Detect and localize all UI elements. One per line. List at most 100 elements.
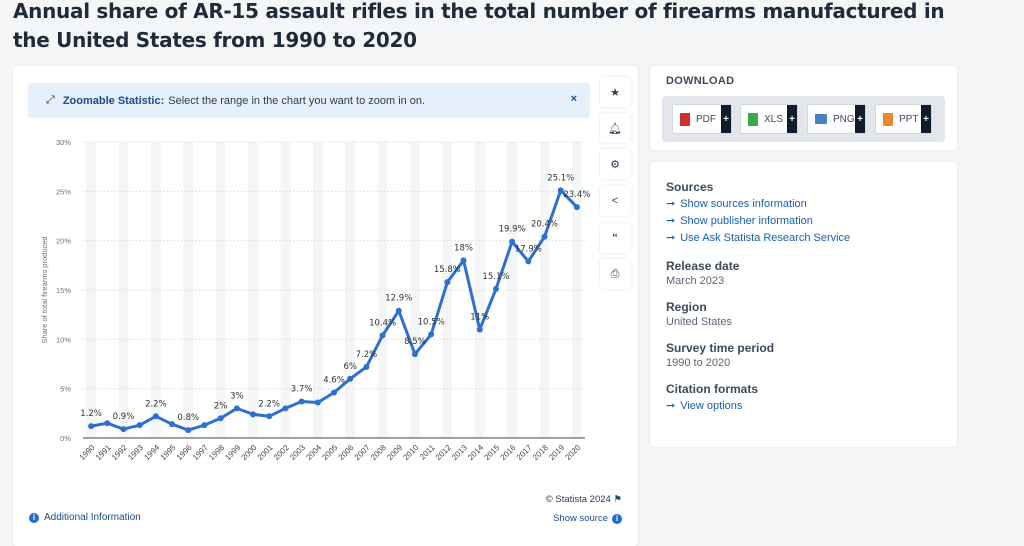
- additional-info-link[interactable]: i Additional Information: [29, 512, 141, 523]
- column-band: [507, 142, 517, 438]
- data-point: [492, 286, 499, 293]
- region-value: United States: [666, 316, 733, 328]
- arrow-right-icon: ➞: [666, 232, 676, 244]
- plus-icon[interactable]: +: [921, 105, 931, 133]
- x-tick-label: 2017: [515, 443, 534, 462]
- x-tick-label: 2007: [353, 443, 372, 462]
- view-options-link[interactable]: ➞ View options: [666, 398, 941, 415]
- data-point: [266, 413, 273, 420]
- x-tick-label: 1999: [223, 443, 242, 462]
- settings-button[interactable]: ⚙: [600, 149, 630, 179]
- favorite-button[interactable]: ★: [600, 77, 630, 107]
- show-sources-link[interactable]: ➞ Show sources information: [666, 196, 941, 213]
- x-tick-label: 1991: [94, 443, 113, 462]
- show-publisher-link[interactable]: ➞ Show publisher information: [666, 213, 941, 230]
- pdf-label: PDF: [696, 113, 716, 125]
- arrow-right-icon: ➞: [666, 215, 676, 227]
- data-label: 2.2%: [258, 399, 280, 409]
- line-chart[interactable]: 0% 5% 10% 15% 20% 25% 30% Share of total firear…: [13, 66, 638, 506]
- x-tick-label: 1992: [110, 443, 129, 462]
- research-service-link[interactable]: ➞ Use Ask Statista Research Service: [666, 230, 941, 247]
- data-point: [104, 420, 111, 427]
- x-tick-label: 2018: [531, 443, 550, 462]
- x-tick-label: 2008: [369, 443, 388, 462]
- copyright-text: © Statista 2024: [545, 494, 611, 505]
- x-tick-label: 2009: [385, 443, 404, 462]
- data-point: [557, 187, 564, 194]
- xls-label: XLS: [764, 113, 783, 125]
- x-tick-label: 1996: [175, 443, 194, 462]
- plus-icon[interactable]: +: [721, 105, 731, 133]
- data-label: 19.9%: [499, 225, 526, 235]
- cite-button[interactable]: “: [600, 223, 630, 253]
- data-point: [444, 279, 451, 286]
- y-tick-label: 25%: [56, 187, 71, 196]
- ppt-label: PPT: [899, 113, 919, 125]
- print-button[interactable]: ⎙: [600, 259, 630, 289]
- ppt-file-icon: [883, 112, 893, 126]
- link-label: Show publisher information: [680, 215, 813, 227]
- sources-heading: Sources: [666, 180, 714, 194]
- chart-card: ⤢ Zoomable Statistic: Select the range i…: [13, 66, 638, 546]
- link-label: Use Ask Statista Research Service: [680, 232, 851, 244]
- data-label: 17.9%: [515, 244, 542, 254]
- data-label: 15.1%: [482, 272, 509, 282]
- data-label: 6%: [343, 362, 357, 372]
- data-point: [509, 238, 516, 245]
- png-file-icon: [815, 114, 827, 124]
- close-icon[interactable]: ×: [570, 93, 577, 105]
- data-point: [120, 426, 127, 433]
- data-point: [217, 415, 224, 422]
- x-tick-label: 2010: [401, 443, 420, 462]
- x-tick-label: 2006: [337, 443, 356, 462]
- download-title: DOWNLOAD: [666, 75, 735, 87]
- data-label: 7.2%: [356, 350, 378, 360]
- x-tick-label: 2020: [563, 443, 582, 462]
- period-value: 1990 to 2020: [666, 357, 731, 369]
- quote-icon: “: [612, 232, 618, 244]
- x-tick-label: 2014: [466, 443, 485, 462]
- data-point: [282, 405, 289, 412]
- share-button[interactable]: <: [600, 186, 630, 216]
- data-point: [201, 422, 208, 429]
- download-bar: PDF + XLS + PNG + PPT +: [662, 96, 945, 142]
- download-png-button[interactable]: PNG +: [807, 104, 866, 134]
- x-tick-label: 2000: [239, 443, 258, 462]
- show-source-link[interactable]: Show source i: [553, 513, 622, 524]
- download-xls-button[interactable]: XLS +: [740, 104, 798, 134]
- printer-icon: ⎙: [610, 267, 620, 280]
- download-card: DOWNLOAD PDF + XLS + PNG + PPT +: [650, 66, 957, 150]
- column-band: [248, 142, 258, 438]
- x-tick-label: 2016: [499, 443, 518, 462]
- data-label: 2%: [214, 401, 228, 411]
- plus-icon[interactable]: +: [787, 105, 797, 133]
- download-pdf-button[interactable]: PDF +: [672, 104, 732, 134]
- plus-icon[interactable]: +: [855, 105, 865, 133]
- flag-icon[interactable]: ⚑: [613, 494, 622, 505]
- data-label: 15.8%: [434, 265, 461, 275]
- data-label: 3.7%: [291, 384, 313, 394]
- y-tick-label: 10%: [56, 335, 71, 344]
- data-point: [314, 399, 321, 406]
- x-tick-label: 2013: [450, 443, 469, 462]
- download-ppt-button[interactable]: PPT +: [875, 104, 932, 134]
- data-label: 20.4%: [531, 220, 558, 230]
- y-axis-label: Share of total firearms produced: [40, 236, 49, 343]
- data-point: [233, 405, 240, 412]
- data-point: [347, 375, 354, 382]
- data-label: 10.4%: [369, 318, 396, 328]
- x-tick-label: 2011: [418, 443, 437, 462]
- y-tick-label: 30%: [56, 138, 71, 147]
- page-title: Annual share of AR-15 assault rifles in …: [13, 0, 945, 52]
- data-point: [395, 307, 402, 314]
- arrow-right-icon: ➞: [666, 400, 676, 412]
- column-band: [151, 142, 161, 438]
- data-point: [573, 204, 580, 211]
- notification-button[interactable]: 🔔︎: [600, 113, 630, 143]
- link-label: View options: [680, 400, 743, 412]
- y-tick-label: 15%: [56, 286, 71, 295]
- column-band: [539, 142, 550, 438]
- x-tick-label: 2005: [320, 443, 339, 462]
- zoom-banner: ⤢ Zoomable Statistic: Select the range i…: [28, 83, 590, 118]
- data-label: 0.8%: [177, 413, 199, 423]
